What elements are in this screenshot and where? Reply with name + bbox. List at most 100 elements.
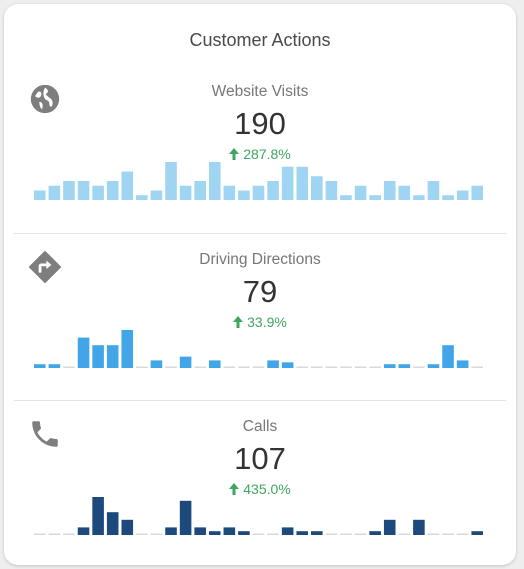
website-visits-chart	[34, 162, 483, 200]
chart-bar	[311, 176, 323, 200]
chart-bar	[77, 527, 90, 535]
chart-bar	[194, 181, 206, 200]
chart-bar	[252, 533, 265, 535]
section-label: Calls	[242, 418, 278, 435]
chart-bar	[77, 337, 90, 368]
chart-bar	[296, 366, 309, 368]
driving-directions-chart	[34, 330, 483, 368]
chart-bar	[383, 181, 396, 200]
chart-bar	[179, 500, 192, 535]
chart-bar	[92, 345, 104, 368]
chart-bar	[223, 366, 236, 368]
chart-bar	[325, 181, 338, 200]
chart-bar	[63, 181, 75, 200]
chart-bar	[48, 185, 61, 200]
website-visits-section[interactable]: Website Visits 190 287.8%	[4, 66, 516, 233]
chart-bar	[456, 360, 469, 368]
chart-bar	[281, 527, 294, 535]
chart-bar	[179, 185, 192, 200]
section-value: 79	[242, 274, 278, 309]
chart-bar	[121, 330, 134, 368]
chart-bar	[398, 364, 411, 368]
chart-bar	[34, 364, 46, 368]
chart-bar	[311, 366, 323, 368]
chart-bar	[296, 531, 309, 535]
chart-bar	[369, 366, 381, 368]
arrow-up-icon	[229, 148, 240, 160]
chart-bar	[325, 533, 338, 535]
chart-bar	[48, 533, 61, 535]
chart-bar	[267, 533, 279, 535]
chart-bar	[471, 531, 483, 535]
chart-bar	[165, 162, 177, 200]
chart-bar	[63, 366, 75, 368]
customer-actions-card: Customer Actions Website Visits 190 287.…	[4, 4, 516, 565]
change-percent: 287.8%	[243, 146, 291, 162]
section-value: 190	[234, 106, 286, 141]
section-label: Driving Directions	[199, 251, 321, 268]
chart-bar	[340, 195, 352, 200]
chart-bar	[281, 166, 294, 200]
chart-bar	[340, 533, 352, 535]
chart-bar	[165, 366, 177, 368]
chart-bar	[369, 195, 381, 200]
chart-bar	[238, 531, 250, 535]
chart-bar	[442, 533, 454, 535]
chart-bar	[296, 166, 309, 200]
chart-bar	[92, 497, 104, 535]
calls-section[interactable]: Calls 107 435.0%	[4, 401, 516, 565]
chart-bar	[442, 195, 454, 200]
chart-bar	[398, 533, 411, 535]
change-percent: 33.9%	[247, 314, 287, 330]
chart-bar	[413, 195, 425, 200]
chart-bar	[48, 364, 61, 368]
chart-bar	[223, 527, 236, 535]
chart-bar	[340, 366, 352, 368]
chart-bar	[194, 366, 206, 368]
chart-bar	[252, 366, 265, 368]
chart-bar	[311, 531, 323, 535]
arrow-up-icon	[233, 316, 244, 328]
chart-bar	[281, 362, 294, 368]
chart-bar	[121, 519, 134, 535]
chart-bar	[179, 356, 192, 368]
chart-bar	[77, 181, 90, 200]
chart-bar	[471, 185, 483, 200]
chart-bar	[354, 533, 367, 535]
chart-bar	[208, 360, 221, 368]
section-value: 107	[234, 441, 286, 476]
chart-bar	[121, 171, 134, 200]
calls-chart	[34, 497, 483, 535]
chart-bar	[106, 512, 119, 535]
chart-bar	[136, 195, 148, 200]
chart-bar	[383, 364, 396, 368]
phone-icon	[32, 421, 58, 447]
chart-bar	[354, 366, 367, 368]
chart-bar	[442, 345, 454, 368]
chart-bar	[238, 366, 250, 368]
chart-bar	[106, 345, 119, 368]
chart-bar	[136, 366, 148, 368]
change-indicator: 287.8%	[4, 146, 516, 162]
chart-bar	[238, 190, 250, 200]
chart-bar	[267, 360, 279, 368]
arrow-up-icon	[229, 483, 240, 495]
globe-icon	[30, 84, 60, 114]
chart-bar	[325, 366, 338, 368]
chart-bar	[106, 181, 119, 200]
driving-directions-section[interactable]: Driving Directions 79 33.9%	[4, 234, 516, 401]
chart-bar	[456, 533, 469, 535]
change-indicator: 33.9%	[4, 314, 516, 330]
chart-bar	[471, 366, 483, 368]
chart-bar	[136, 533, 148, 535]
chart-bar	[456, 190, 469, 200]
chart-bar	[427, 533, 440, 535]
chart-bar	[398, 185, 411, 200]
chart-bar	[427, 181, 440, 200]
chart-bar	[34, 190, 46, 200]
section-label: Website Visits	[211, 83, 309, 100]
chart-bar	[194, 527, 206, 535]
chart-bar	[223, 185, 236, 200]
chart-bar	[267, 181, 279, 200]
chart-bar	[383, 519, 396, 535]
